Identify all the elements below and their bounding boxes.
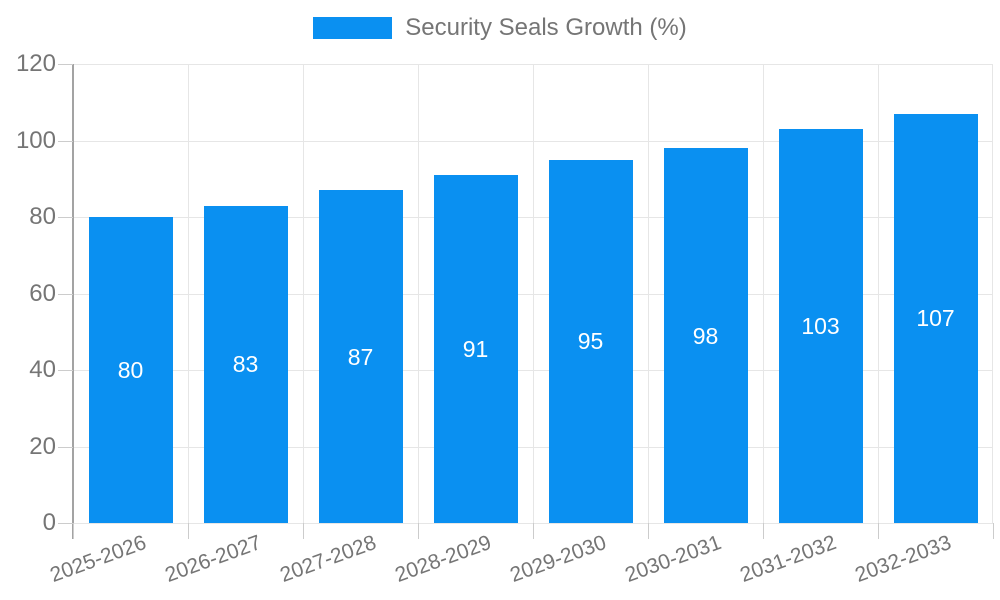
plot-area: 80 83 87 91 95 98 103 107 <box>73 64 993 524</box>
bar-2030-2031[interactable]: 98 <box>663 148 748 523</box>
y-tick-mark <box>58 64 73 65</box>
bar-value-label: 87 <box>347 343 374 370</box>
y-axis-tick-label: 20 <box>29 432 56 460</box>
bar-value-label: 80 <box>117 357 144 383</box>
y-tick-mark <box>58 293 73 295</box>
gridline-vertical <box>188 64 189 523</box>
legend-swatch <box>313 17 393 39</box>
x-axis-tick-label: 2025-2026 <box>47 531 150 587</box>
y-axis-tick-label: 0 <box>42 509 56 536</box>
y-tick-mark <box>58 370 73 371</box>
bar-value-label: 95 <box>577 328 604 355</box>
gridline-vertical <box>303 64 304 523</box>
y-axis-line <box>72 64 74 539</box>
x-tick-mark <box>73 523 74 539</box>
y-tick-mark <box>58 140 73 142</box>
gridline-vertical <box>878 64 879 523</box>
y-tick-mark <box>58 446 73 448</box>
x-tick-mark <box>648 523 649 539</box>
x-axis-tick-label: 2028-2029 <box>392 531 495 587</box>
x-tick-mark <box>418 523 419 539</box>
gridline-vertical <box>418 64 419 523</box>
bar-2029-2030[interactable]: 95 <box>548 159 633 523</box>
bar-2028-2029[interactable]: 91 <box>433 174 518 523</box>
y-axis-tick-label: 60 <box>29 279 56 307</box>
bar-2025-2026[interactable]: 80 <box>88 217 173 523</box>
gridline-vertical <box>763 64 764 523</box>
x-axis-tick-label: 2029-2030 <box>507 531 610 587</box>
gridline-vertical <box>992 64 993 523</box>
x-tick-mark <box>993 523 994 539</box>
x-axis-tick-label: 2026-2027 <box>162 531 265 587</box>
bar-value-label: 91 <box>462 335 489 362</box>
bar-value-label: 83 <box>232 351 259 378</box>
gridline-vertical <box>533 64 534 523</box>
y-axis-tick-label: 40 <box>29 356 56 383</box>
x-axis-tick-label: 2030-2031 <box>622 531 725 587</box>
x-axis-tick-label: 2032-2033 <box>852 531 955 587</box>
y-axis-tick-label: 80 <box>29 203 56 230</box>
x-tick-mark <box>763 523 764 539</box>
bar-value-label: 107 <box>916 305 955 332</box>
bar-2032-2033[interactable]: 107 <box>893 113 978 523</box>
x-axis-tick-label: 2031-2032 <box>737 531 840 587</box>
bar-2031-2032[interactable]: 103 <box>778 129 863 523</box>
y-tick-mark <box>58 523 73 524</box>
x-axis-tick-label: 2027-2028 <box>277 531 380 587</box>
legend-label: Security Seals Growth (%) <box>405 14 687 41</box>
y-axis-tick-label: 100 <box>15 126 56 154</box>
bar-2026-2027[interactable]: 83 <box>203 205 288 523</box>
x-tick-mark <box>533 523 534 539</box>
x-tick-mark <box>878 523 879 539</box>
bar-value-label: 103 <box>801 313 840 340</box>
x-tick-mark <box>188 523 189 539</box>
legend: Security Seals Growth (%) <box>0 14 1000 42</box>
y-tick-mark <box>58 217 73 218</box>
y-axis-tick-label: 120 <box>15 50 56 77</box>
bar-2027-2028[interactable]: 87 <box>318 190 403 523</box>
x-tick-mark <box>303 523 304 539</box>
bar-value-label: 98 <box>692 322 719 349</box>
gridline-vertical <box>648 64 649 523</box>
